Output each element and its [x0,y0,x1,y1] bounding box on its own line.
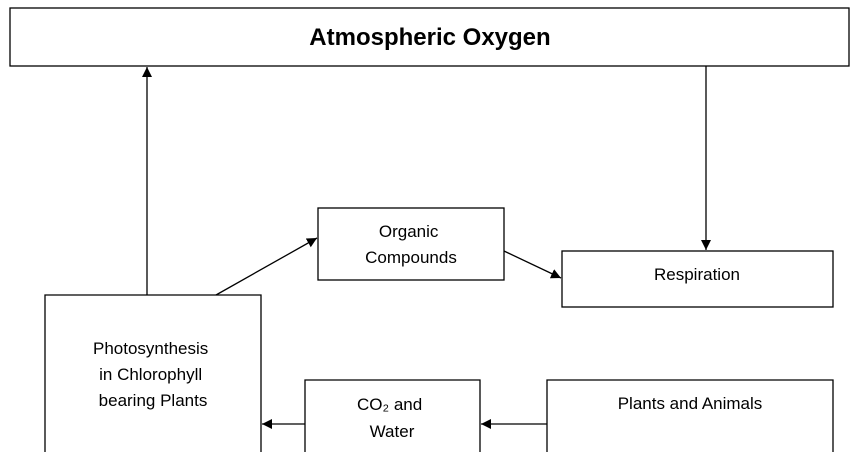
title: Atmospheric Oxygen [309,24,550,51]
line: Compounds [365,248,457,267]
node-label: Plants and Animals [618,394,763,413]
line: Plants and Animals [618,394,763,413]
respiration-box [561,250,834,308]
line: in Chlorophyll [99,365,202,384]
node-label: CO₂ and Water [357,395,427,441]
organic-box [317,207,505,281]
plants-box [546,379,834,452]
arrow [503,250,562,279]
node-label: Organic Compounds [365,222,457,267]
node-label: Respiration [654,265,740,284]
line: CO₂ and [357,395,422,414]
arrow [215,237,318,296]
photosynthesis-box [44,294,262,452]
node-label: Photosynthesis in Chlorophyll bearing Pl… [93,339,213,410]
line: Respiration [654,265,740,284]
co2-box [304,379,481,452]
line: bearing Plants [99,391,208,410]
line: Water [370,422,415,441]
oxygen-box [9,7,850,67]
line: Organic [379,222,439,241]
line: Photosynthesis [93,339,208,358]
